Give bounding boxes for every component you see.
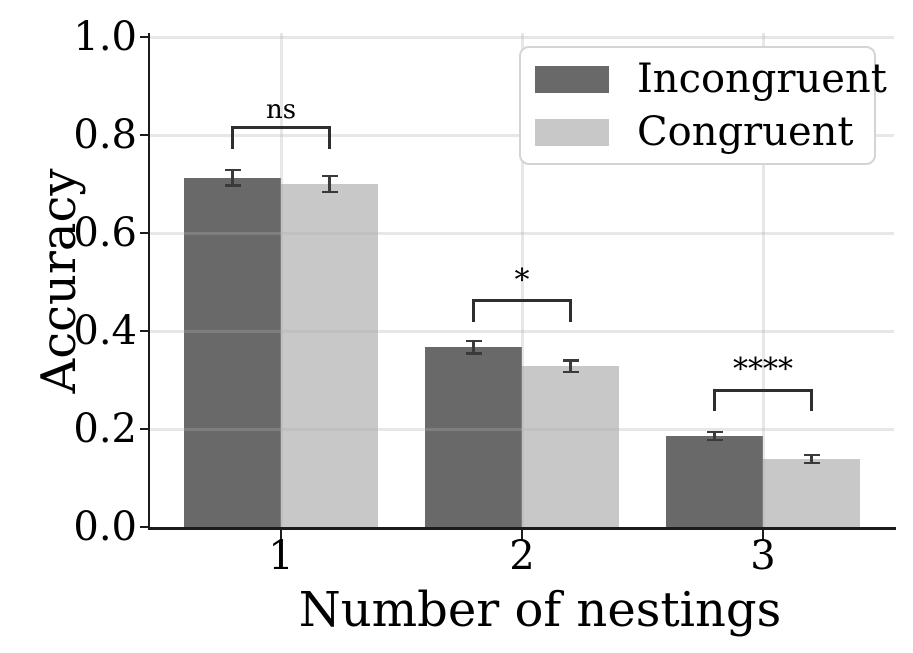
- y-tick-label: 0.6: [73, 210, 137, 256]
- legend-swatch-icon: [535, 118, 609, 146]
- error-bar-cap: [224, 168, 241, 172]
- sig-bracket-tick: [472, 300, 475, 322]
- sig-label: ns: [265, 94, 297, 125]
- x-tick-label: 3: [750, 533, 776, 579]
- x-axis-spine: [147, 527, 896, 530]
- v-gridline: [761, 33, 765, 527]
- bar-congruent-group2: [522, 366, 619, 527]
- h-gridline: [150, 232, 894, 235]
- sig-label: ****: [733, 352, 793, 388]
- bar-incongruent-group1: [184, 177, 281, 527]
- bar-congruent-group1: [281, 184, 378, 527]
- error-bar-cap: [803, 453, 820, 457]
- y-tick-label: 0.0: [73, 504, 137, 550]
- error-bar-cap: [562, 370, 579, 374]
- y-tick-mark: [140, 330, 150, 332]
- error-bar-cap: [465, 352, 482, 355]
- x-tick-mark: [520, 530, 524, 540]
- sig-bracket-tick: [569, 300, 572, 322]
- h-gridline: [150, 330, 894, 333]
- y-tick-label: 0.4: [73, 308, 137, 354]
- y-tick-mark: [140, 232, 150, 234]
- sig-label: *: [514, 262, 530, 298]
- x-axis-title: Number of nestings: [298, 582, 782, 638]
- error-bar-cap: [465, 339, 482, 343]
- error-bar-cap: [706, 430, 723, 434]
- x-tick-label: 2: [509, 533, 535, 579]
- error-bar-line: [472, 340, 475, 354]
- sig-bracket-tick: [328, 127, 331, 149]
- y-tick-mark: [140, 134, 150, 136]
- h-gridline: [150, 36, 894, 39]
- y-tick-mark: [140, 36, 150, 38]
- v-gridline: [520, 33, 524, 527]
- bar-incongruent-group2: [425, 347, 522, 527]
- sig-bracket-tick: [810, 390, 813, 412]
- error-bar-cap: [706, 438, 723, 442]
- y-tick-label: 0.2: [73, 406, 137, 452]
- y-axis-title: Accuracy: [31, 168, 87, 394]
- error-bar-cap: [321, 174, 338, 178]
- sig-bracket-bar: [472, 299, 572, 303]
- legend-label: Congruent: [637, 109, 854, 155]
- sig-bracket-tick: [713, 390, 716, 412]
- error-bar-cap: [321, 190, 338, 194]
- error-bar-cap: [562, 359, 579, 362]
- bar-congruent-group3: [763, 458, 860, 527]
- error-bar-cap: [803, 461, 820, 465]
- legend-label: Incongruent: [637, 56, 887, 102]
- error-bar-line: [328, 176, 331, 192]
- legend-item-congruent: Congruent: [535, 110, 874, 154]
- h-gridline: [150, 428, 894, 431]
- y-tick-label: 1.0: [73, 14, 137, 60]
- sig-bracket-bar: [231, 126, 331, 130]
- x-tick-mark: [279, 530, 283, 540]
- error-bar-line: [810, 454, 813, 463]
- error-bar-line: [713, 431, 716, 440]
- y-tick-label: 0.8: [73, 112, 137, 158]
- legend: Incongruent Congruent: [519, 46, 887, 165]
- x-tick-mark: [761, 530, 765, 540]
- bar-incongruent-group3: [666, 435, 763, 527]
- x-tick-label: 1: [268, 533, 294, 579]
- sig-bracket-bar: [713, 388, 813, 392]
- y-axis-spine: [147, 33, 150, 530]
- v-gridline: [279, 33, 283, 527]
- legend-item-incongruent: Incongruent: [535, 57, 887, 101]
- error-bar-line: [231, 169, 234, 186]
- y-tick-mark: [140, 428, 150, 430]
- legend-swatch-icon: [535, 65, 609, 93]
- sig-bracket-tick: [231, 127, 234, 149]
- y-tick-mark: [140, 526, 150, 528]
- error-bar-cap: [224, 184, 241, 187]
- error-bar-line: [569, 360, 572, 373]
